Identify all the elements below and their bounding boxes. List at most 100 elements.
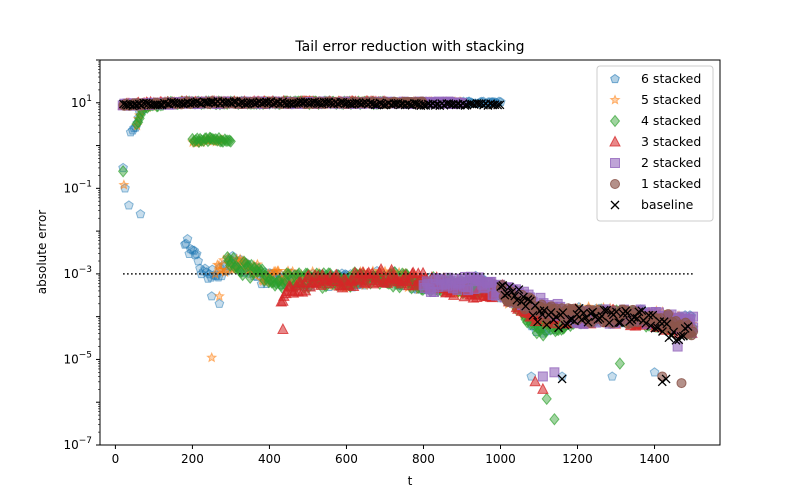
data-point [351, 98, 361, 108]
data-point [537, 382, 549, 394]
data-point [148, 100, 158, 110]
data-point [124, 200, 134, 210]
y-tick-label: 10−1 [63, 179, 92, 195]
legend-entry: 1 stacked [610, 176, 701, 191]
data-point [611, 307, 621, 317]
legend-marker [609, 94, 621, 105]
data-point [662, 319, 672, 329]
legend-label: baseline [641, 197, 694, 212]
data-point [663, 309, 674, 320]
data-point [678, 331, 688, 341]
data-point [523, 295, 533, 304]
x-tick-label: 0 [112, 452, 120, 466]
x-axis: 0 200 400 600 800 1000 1200 1400 [112, 445, 670, 466]
data-point [225, 135, 236, 148]
data-point [333, 99, 343, 109]
legend-box [596, 65, 714, 222]
legend-label: 4 stacked [641, 113, 701, 128]
legend-entry: baseline [610, 197, 694, 212]
data-point [615, 318, 625, 328]
legend-entry: 3 stacked [609, 134, 701, 149]
y-tick-label: 10−7 [63, 436, 92, 452]
data-point [375, 262, 387, 275]
data-point [528, 311, 538, 320]
x-axis-label: t [408, 474, 413, 488]
legend-entry: 6 stacked [610, 71, 701, 86]
data-point [676, 331, 686, 341]
data-point [117, 165, 129, 178]
data-point [688, 311, 699, 322]
x-tick-label: 400 [258, 452, 281, 466]
data-point [533, 317, 543, 327]
data-point [300, 97, 310, 107]
x-tick-label: 1400 [639, 452, 670, 466]
x-tick-label: 1000 [485, 452, 516, 466]
legend-marker [610, 158, 620, 168]
data-point [558, 308, 568, 318]
legend-entry: 4 stacked [609, 113, 701, 128]
x-tick-label: 600 [335, 452, 358, 466]
data-point [196, 134, 207, 147]
data-point [602, 305, 612, 315]
x-tick-label: 1200 [562, 452, 593, 466]
data-point [493, 100, 503, 110]
data-point [213, 290, 225, 301]
legend-marker [610, 200, 620, 210]
data-point [579, 308, 588, 318]
data-point [637, 306, 647, 316]
data-point [507, 287, 517, 297]
y-tick-label: 10−3 [63, 265, 92, 281]
chart-title: Tail error reduction with stacking [294, 39, 524, 55]
data-point [622, 308, 632, 318]
series-baseline [119, 97, 693, 387]
data-point [557, 374, 567, 384]
legend-label: 2 stacked [641, 155, 701, 170]
x-tick-label: 200 [181, 452, 204, 466]
data-point [597, 311, 607, 321]
data-point [505, 282, 514, 292]
data-point [250, 99, 260, 109]
data-point [135, 208, 146, 219]
data-point [549, 412, 560, 426]
data-point [683, 322, 693, 331]
legend-label: 1 stacked [641, 176, 701, 191]
data-point [217, 254, 229, 265]
data-point [498, 281, 508, 290]
data-point [549, 367, 560, 378]
data-point [360, 275, 372, 287]
data-point [538, 329, 549, 342]
y-axis: 10−7 10−5 10−3 10−1 101 [63, 59, 100, 452]
data-point [118, 162, 128, 173]
data-point [599, 305, 609, 315]
data-point [676, 378, 687, 389]
data-point [649, 367, 660, 377]
data-point [257, 263, 268, 276]
data-point [229, 97, 239, 107]
data-point [588, 307, 598, 317]
data-point [671, 335, 681, 345]
data-point [245, 271, 256, 285]
data-point [141, 98, 151, 108]
data-point [529, 375, 541, 387]
legend-marker [610, 73, 620, 84]
y-tick-label: 10−5 [63, 350, 92, 366]
data-point [240, 99, 250, 109]
data-point [272, 265, 284, 276]
data-point [192, 97, 202, 107]
data-point [214, 298, 225, 308]
data-point [206, 351, 218, 363]
data-point [495, 100, 505, 110]
plot-frame [99, 59, 721, 446]
data-point [412, 99, 421, 109]
data-point [629, 312, 639, 322]
data-point [537, 371, 548, 382]
data-point [646, 321, 656, 331]
legend-entry: 5 stacked [609, 92, 701, 107]
data-point [118, 179, 130, 190]
data-point [439, 100, 449, 110]
data-point [661, 374, 671, 384]
data-point [632, 313, 642, 323]
data-point [541, 392, 552, 406]
data-point [644, 310, 654, 320]
